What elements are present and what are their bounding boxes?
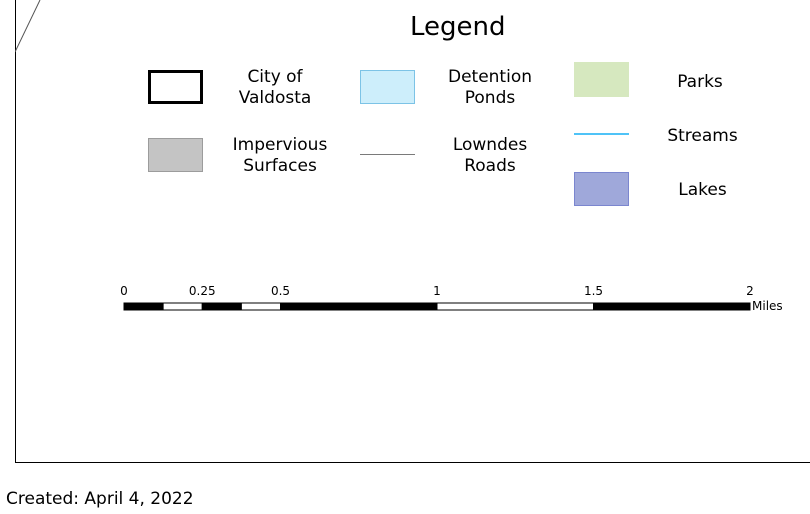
scale-tick-label: 0.5	[270, 284, 291, 298]
map-boundary-line	[15, 0, 41, 53]
scale-units: Miles	[752, 299, 783, 313]
legend-title: Legend	[410, 12, 506, 42]
streams-label: Streams	[667, 126, 738, 146]
lakes-label: Lakes	[678, 180, 727, 200]
scale-bar-segment	[123, 302, 164, 311]
scale-bar-segment	[436, 302, 594, 311]
parks-label: Parks	[677, 72, 723, 92]
scale-tick-label: 2	[746, 284, 754, 298]
scale-tick-label: 0	[120, 284, 128, 298]
scale-bar-segment	[280, 302, 438, 311]
lowndes-roads-swatch	[360, 154, 415, 155]
scale-tick-label: 0.25	[188, 284, 216, 298]
lowndes-roads-label: Lowndes Roads	[452, 135, 528, 176]
scale-tick-label: 1	[433, 284, 441, 298]
city-of-valdosta-label: City of Valdosta	[238, 67, 312, 108]
map-frame	[15, 0, 810, 463]
scale-tick-label: 1.5	[583, 284, 604, 298]
impervious-surfaces-label: Impervious Surfaces	[232, 135, 328, 176]
scale-bar-segment	[240, 302, 281, 311]
created-date: Created: April 4, 2022	[6, 489, 194, 509]
scale-bar-segment	[162, 302, 203, 311]
impervious-surfaces-swatch	[148, 138, 203, 172]
detention-ponds-swatch	[360, 70, 415, 104]
city-of-valdosta-swatch	[148, 70, 203, 104]
lakes-swatch	[574, 172, 629, 206]
scale-bar-segment	[201, 302, 242, 311]
scale-bar-segment	[593, 302, 751, 311]
parks-swatch	[574, 62, 629, 97]
streams-swatch	[574, 133, 629, 135]
detention-ponds-label: Detention Ponds	[447, 67, 532, 108]
